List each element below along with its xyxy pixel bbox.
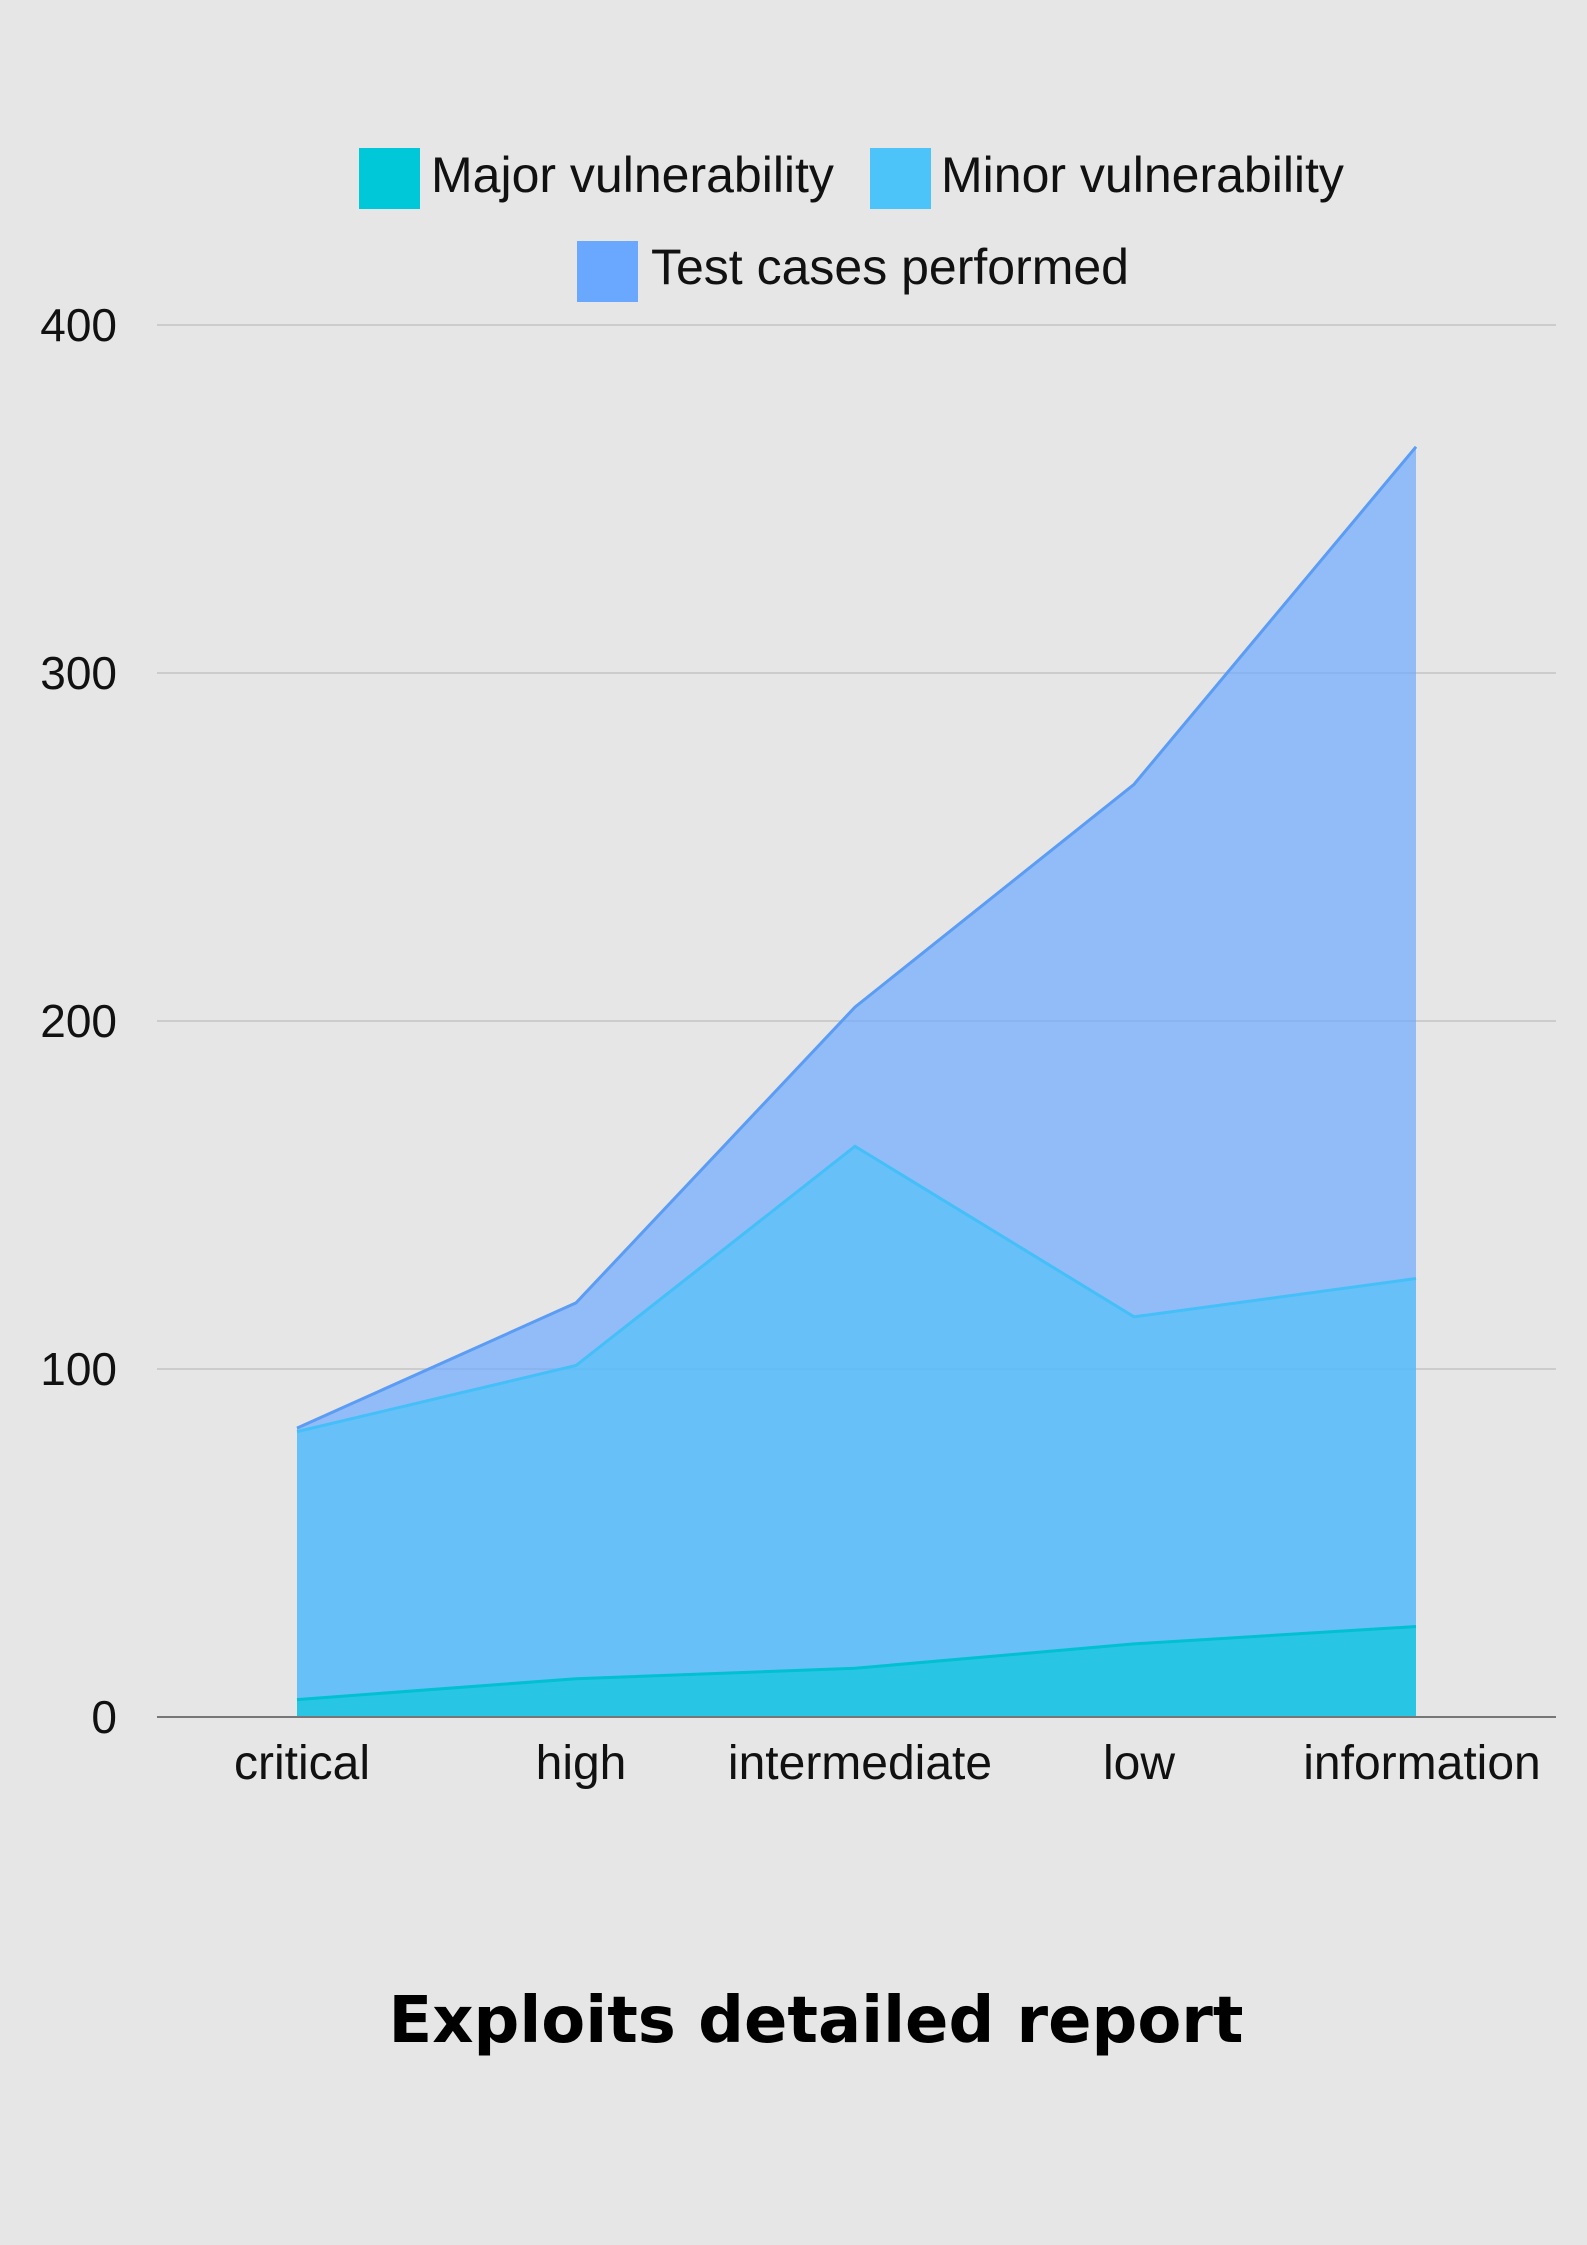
legend-label-test-cases-performed: Test cases performed	[651, 239, 1129, 295]
chart-title: Exploits detailed report	[389, 1984, 1244, 2058]
legend-swatch-test-cases-performed	[577, 241, 638, 302]
series-areas	[296, 445, 1418, 1717]
y-tick-label: 100	[40, 1343, 117, 1395]
legend: Major vulnerability Minor vulnerability Te…	[359, 147, 1344, 302]
legend-label-minor-vulnerability: Minor vulnerability	[941, 147, 1344, 203]
x-category-label: information	[1303, 1737, 1540, 1790]
x-category-label: low	[1103, 1737, 1175, 1790]
y-tick-label: 0	[91, 1691, 117, 1743]
x-category-label: critical	[234, 1737, 370, 1790]
legend-swatch-major-vulnerability	[359, 148, 420, 209]
x-category-label: intermediate	[728, 1737, 992, 1790]
legend-label-major-vulnerability: Major vulnerability	[431, 147, 834, 203]
area-minor-vulnerability	[297, 1146, 1416, 1717]
legend-swatch-minor-vulnerability	[870, 148, 931, 209]
y-tick-label: 400	[40, 299, 117, 351]
area-major-vulnerability	[297, 1626, 1416, 1717]
x-axis-categories: critical high intermediate low information	[234, 1737, 1541, 1790]
y-tick-label: 200	[40, 995, 117, 1047]
y-axis-ticks: 0 100 200 300 400	[40, 299, 117, 1743]
x-category-label: high	[536, 1737, 627, 1790]
y-tick-label: 300	[40, 647, 117, 699]
